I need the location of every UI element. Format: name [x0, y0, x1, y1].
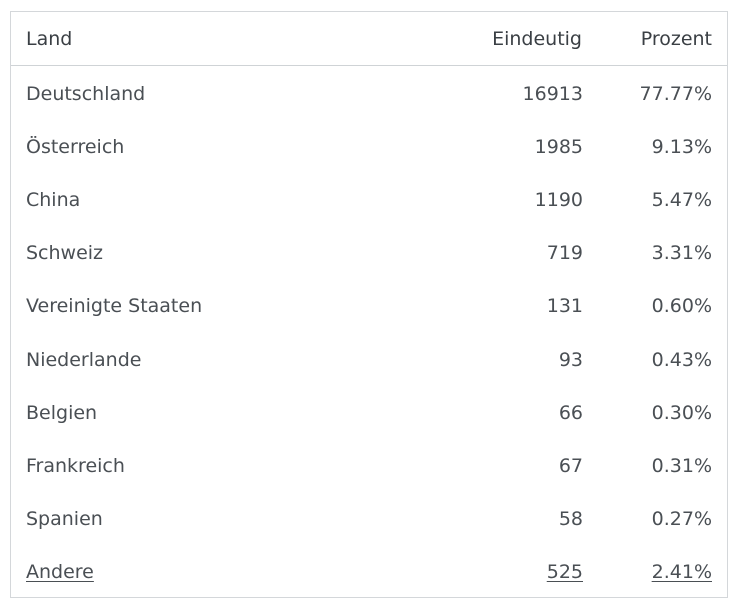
cell-prozent: 0.27% [651, 508, 712, 531]
table-row: Österreich 1985 9.13% [11, 120, 727, 173]
cell-prozent: 0.60% [651, 295, 712, 318]
cell-land: Österreich [26, 135, 125, 158]
column-header-land: Land [11, 12, 371, 66]
cell-land: Schweiz [26, 242, 104, 265]
other-eindeutig-link[interactable]: 525 [546, 561, 583, 584]
cell-prozent: 0.43% [651, 348, 712, 371]
cell-prozent: 0.30% [651, 401, 712, 424]
country-stats-table: Land Eindeutig Prozent Deutschland 16913… [11, 12, 727, 599]
cell-prozent: 9.13% [651, 135, 712, 158]
table-row-other[interactable]: Andere 525 2.41% [11, 546, 727, 599]
table-row: Deutschland 16913 77.77% [11, 66, 727, 121]
cell-land: Belgien [26, 401, 98, 424]
cell-land: China [26, 188, 81, 211]
column-header-prozent: Prozent [597, 12, 727, 66]
cell-land: Deutschland [26, 82, 146, 105]
cell-eindeutig: 131 [546, 295, 583, 318]
cell-land: Frankreich [26, 454, 125, 477]
table-row: Schweiz 719 3.31% [11, 227, 727, 280]
cell-prozent: 0.31% [651, 454, 712, 477]
table-row: Belgien 66 0.30% [11, 386, 727, 439]
cell-eindeutig: 67 [558, 454, 583, 477]
cell-eindeutig: 93 [558, 348, 583, 371]
table-header-row: Land Eindeutig Prozent [11, 12, 727, 66]
cell-land: Vereinigte Staaten [26, 295, 203, 318]
country-stats-table-container: Land Eindeutig Prozent Deutschland 16913… [10, 11, 728, 598]
cell-land: Niederlande [26, 348, 142, 371]
cell-eindeutig: 1190 [534, 188, 583, 211]
table-row: Niederlande 93 0.43% [11, 333, 727, 386]
cell-eindeutig: 16913 [522, 82, 583, 105]
cell-land: Spanien [26, 508, 103, 531]
other-prozent-link[interactable]: 2.41% [651, 561, 712, 584]
cell-land-other[interactable]: Andere [11, 546, 371, 599]
cell-prozent: 77.77% [639, 82, 712, 105]
cell-prozent: 5.47% [651, 188, 712, 211]
cell-eindeutig: 58 [558, 508, 583, 531]
cell-eindeutig: 1985 [534, 135, 583, 158]
cell-eindeutig-other[interactable]: 525 [371, 546, 597, 599]
other-land-link[interactable]: Andere [26, 561, 94, 584]
table-row: Frankreich 67 0.31% [11, 439, 727, 492]
cell-eindeutig: 719 [546, 242, 583, 265]
table-row: Vereinigte Staaten 131 0.60% [11, 280, 727, 333]
table-row: Spanien 58 0.27% [11, 493, 727, 546]
cell-prozent-other[interactable]: 2.41% [597, 546, 727, 599]
column-header-eindeutig: Eindeutig [371, 12, 597, 66]
table-row: China 1190 5.47% [11, 173, 727, 226]
cell-prozent: 3.31% [651, 242, 712, 265]
cell-eindeutig: 66 [558, 401, 583, 424]
